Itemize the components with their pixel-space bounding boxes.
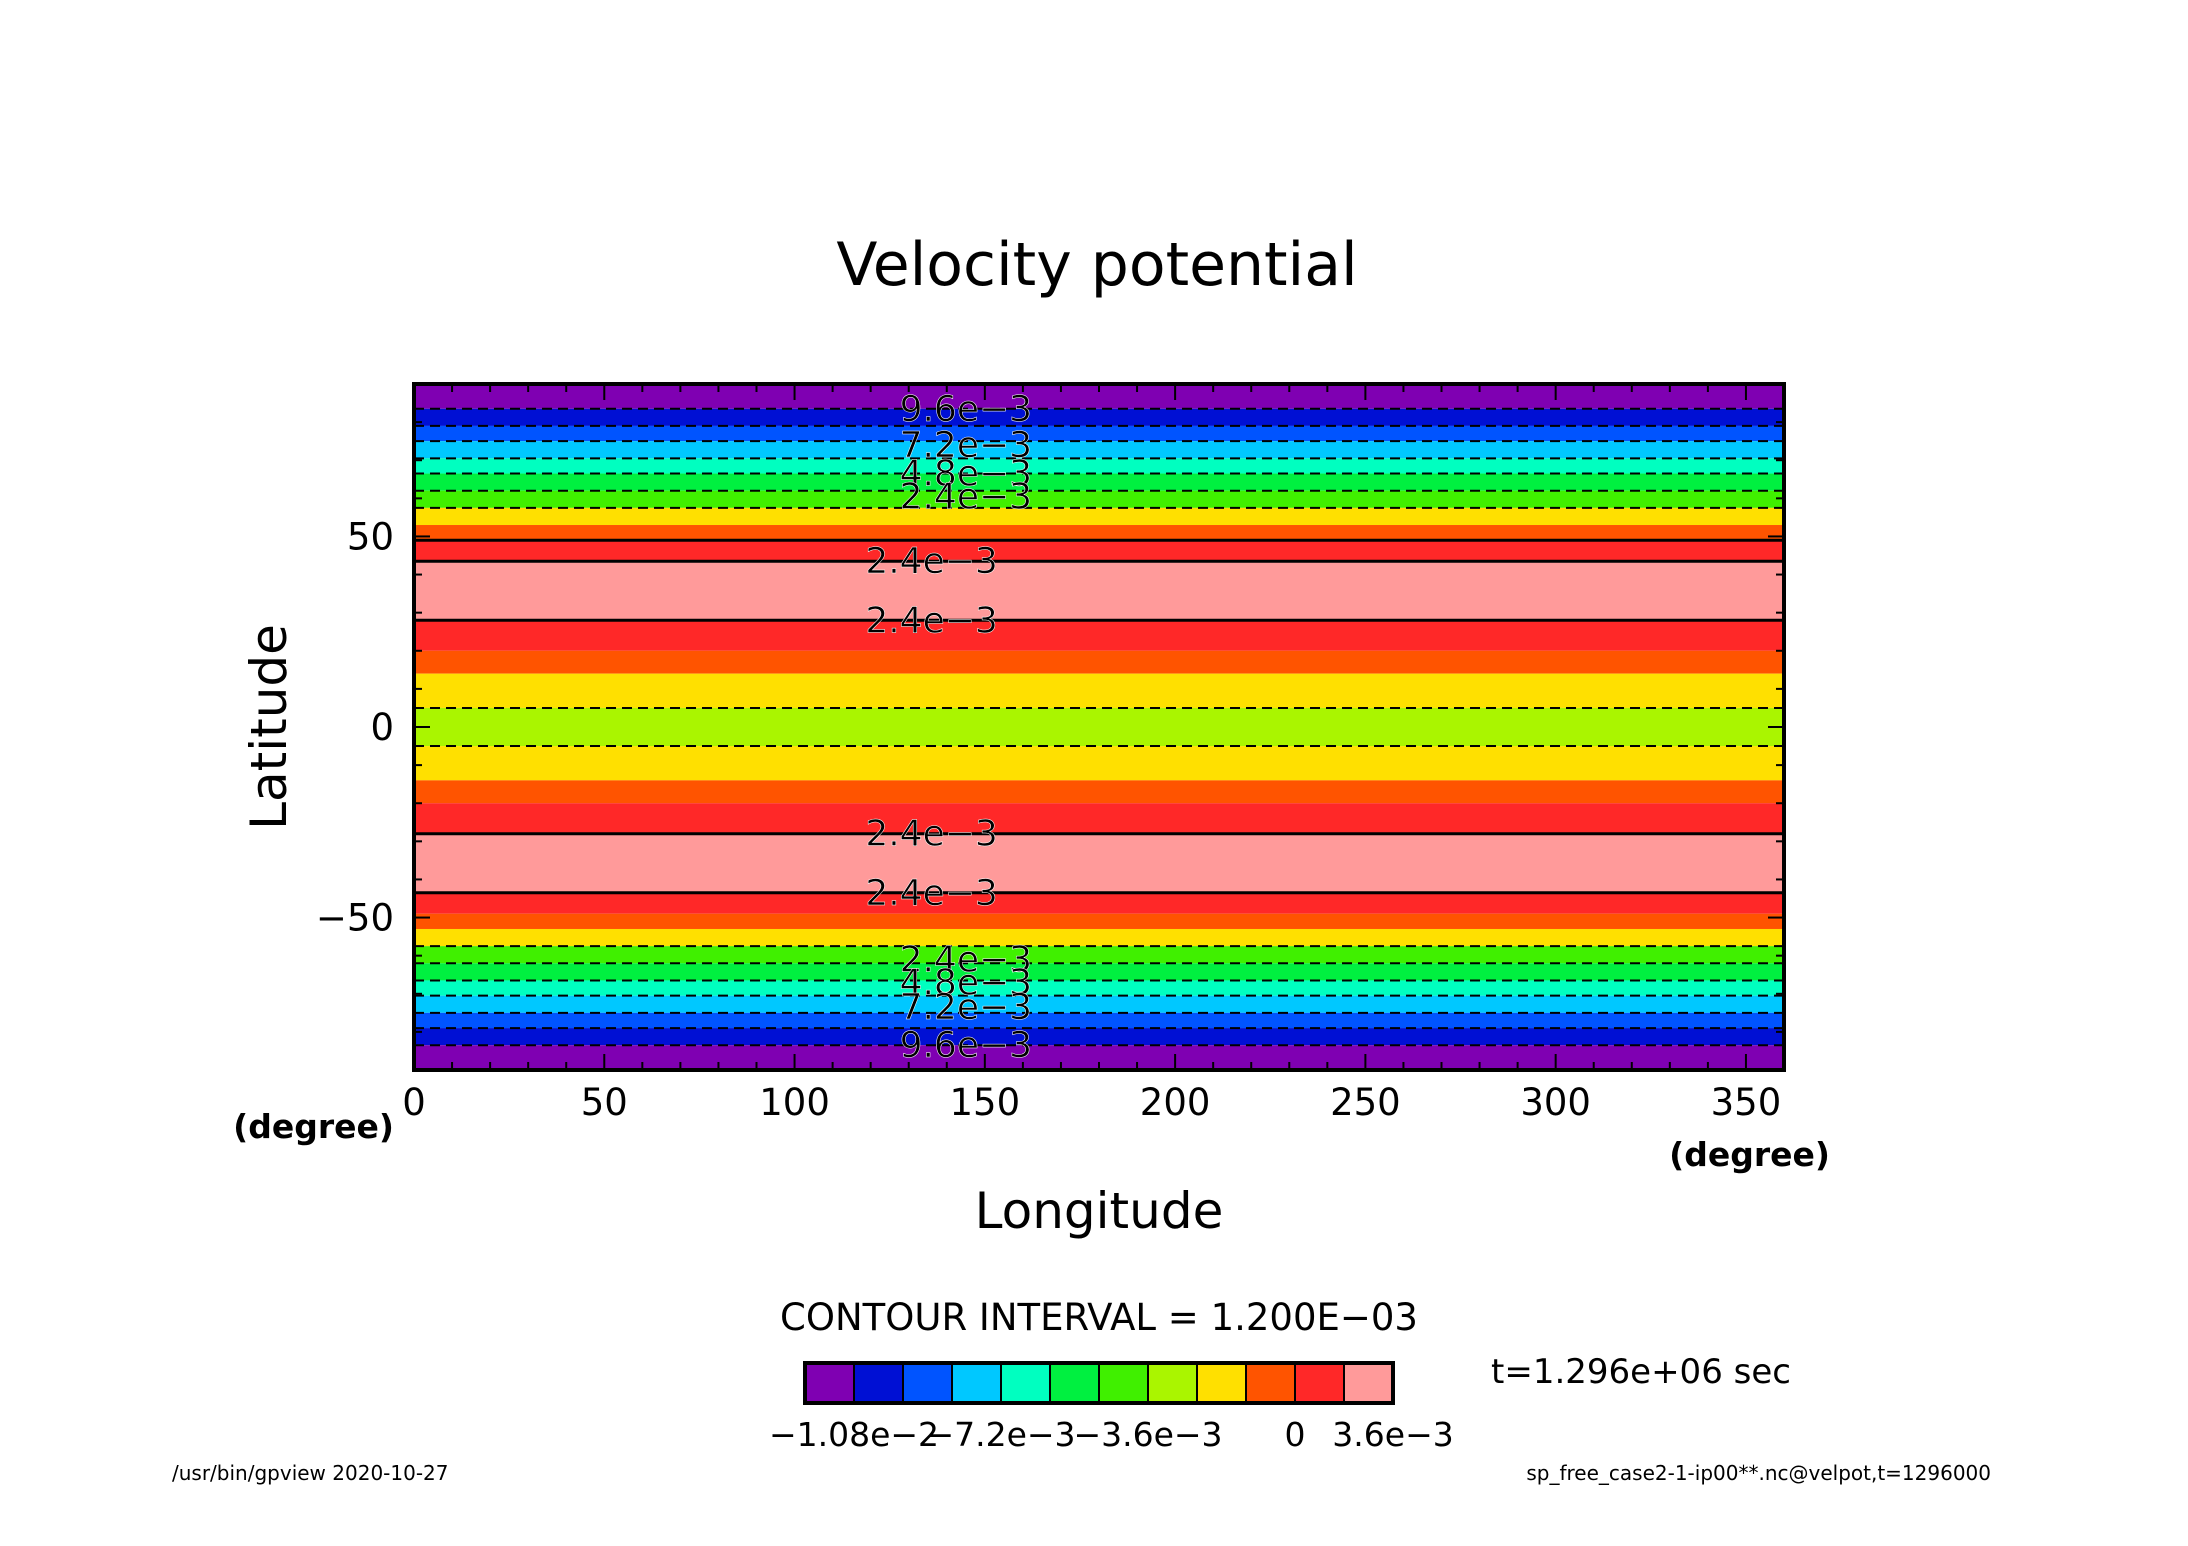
color-band-21 [414, 928, 1784, 947]
x-tick-label: 50 [581, 1081, 628, 1124]
x-tick-label: 200 [1140, 1081, 1211, 1124]
x-tick-label: 150 [950, 1081, 1021, 1124]
color-band-24 [414, 980, 1784, 996]
y-tick-label: 0 [370, 706, 394, 749]
contour-label-3: 2.4e−3 [900, 476, 1032, 517]
contour-label-1: 7.2e−3 [900, 425, 1032, 466]
colorbar-labels: −1.08e−2−7.2e−3−3.6e−3 0 3.6e−3 [769, 1415, 1454, 1454]
color-band-26 [414, 1012, 1784, 1029]
contour-label-5: 2.4e−3 [865, 600, 997, 641]
color-band-14 [414, 707, 1784, 747]
color-band-23 [414, 963, 1784, 981]
contour-label-4: 2.4e−3 [865, 541, 997, 582]
color-band-22 [414, 946, 1784, 964]
contour-label-9: 4.8e−3 [900, 962, 1032, 1003]
color-band-16 [414, 780, 1784, 804]
contour-label-10: 7.2e−3 [900, 987, 1032, 1028]
x-tick-label: 300 [1520, 1081, 1591, 1124]
color-band-12 [414, 650, 1784, 674]
colorbar-label: −1.08e−2 [769, 1415, 939, 1454]
x-axis-label: Longitude [975, 1182, 1224, 1240]
color-band-9 [414, 540, 1784, 562]
y-tick-labels: −50 0 50 [316, 515, 394, 939]
colorbar-swatch-9 [1245, 1362, 1296, 1404]
contour-label-8: 2.4e−3 [900, 939, 1032, 980]
color-band-15 [414, 746, 1784, 781]
contour-label-6: 2.4e−3 [865, 814, 997, 855]
color-band-3 [414, 441, 1784, 459]
colorbar-label: −7.2e−3 [926, 1415, 1075, 1454]
color-band-27 [414, 1028, 1784, 1046]
contour-label-11: 9.6e−3 [900, 1025, 1032, 1066]
colorbar-swatch-11 [1343, 1362, 1394, 1404]
color-band-2 [414, 425, 1784, 442]
colorbar-swatch-8 [1196, 1362, 1247, 1404]
x-unit-right: (degree) [1669, 1135, 1830, 1174]
y-axis-label: Latitude [240, 624, 298, 830]
plot-contour-labels: 9.6e−37.2e−34.8e−32.4e−32.4e−32.4e−32.4e… [865, 389, 1032, 1067]
footer-left: /usr/bin/gpview 2020-10-27 [172, 1461, 449, 1485]
color-band-6 [414, 490, 1784, 508]
color-band-1 [414, 408, 1784, 426]
colorbar-swatch-5 [1049, 1362, 1100, 1404]
y-tick-label: 50 [347, 515, 394, 558]
contour-label-7: 2.4e−3 [865, 873, 997, 914]
color-band-7 [414, 507, 1784, 526]
plot-contours [414, 407, 1784, 1047]
color-band-25 [414, 995, 1784, 1013]
footer-right: sp_free_case2-1-ip00**.nc@velpot,t=12960… [1526, 1461, 1991, 1485]
colorbar-swatch-3 [951, 1362, 1002, 1404]
colorbar-swatch-2 [902, 1362, 953, 1404]
color-band-10 [414, 561, 1784, 621]
colorbar-swatch-1 [853, 1362, 904, 1404]
chart-title: Velocity potential [836, 230, 1357, 300]
colorbar-swatch-7 [1147, 1362, 1198, 1404]
colorbar-swatch-10 [1294, 1362, 1345, 1404]
color-band-17 [414, 803, 1784, 834]
color-band-18 [414, 833, 1784, 893]
x-tick-label: 350 [1711, 1081, 1782, 1124]
x-tick-labels: 0 50 100 150 200 250 300 350 [402, 1081, 1781, 1124]
color-band-20 [414, 913, 1784, 929]
colorbar-swatch-0 [804, 1362, 855, 1404]
color-band-5 [414, 473, 1784, 491]
contour-label-2: 4.8e−3 [900, 454, 1032, 495]
colorbar-label: 3.6e−3 [1332, 1415, 1453, 1454]
colorbar [803, 1361, 1395, 1405]
colorbar-swatch-6 [1098, 1362, 1149, 1404]
time-text: t=1.296e+06 sec [1491, 1352, 1791, 1392]
x-tick-label: 0 [402, 1081, 426, 1124]
x-tick-label: 250 [1330, 1081, 1401, 1124]
plot-bands [414, 384, 1784, 1070]
colorbar-swatch-4 [1000, 1362, 1051, 1404]
y-tick-label: −50 [316, 897, 394, 940]
color-band-11 [414, 620, 1784, 651]
plot-frame [412, 382, 1786, 1072]
color-band-13 [414, 673, 1784, 708]
colorbar-frame [803, 1361, 1395, 1405]
color-band-19 [414, 892, 1784, 914]
color-band-8 [414, 525, 1784, 541]
contour-interval-text: CONTOUR INTERVAL = 1.200E−03 [780, 1296, 1418, 1339]
x-tick-label: 100 [759, 1081, 830, 1124]
color-band-4 [414, 458, 1784, 474]
contour-label-0: 9.6e−3 [900, 389, 1032, 430]
x-unit-left: (degree) [233, 1107, 394, 1146]
colorbar-label: −3.6e−3 [1073, 1415, 1222, 1454]
colorbar-label: 0 [1285, 1415, 1306, 1454]
